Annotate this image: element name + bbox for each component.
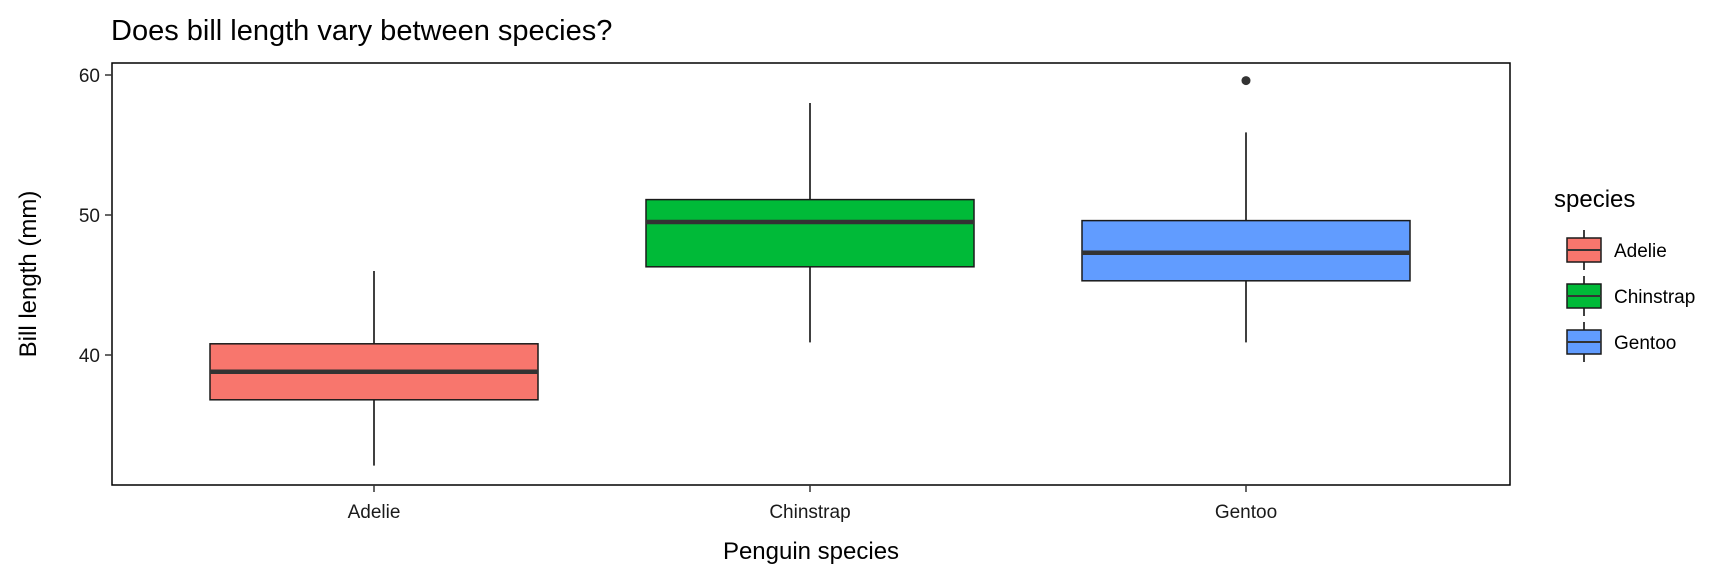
- x-tick-label: Gentoo: [1215, 502, 1277, 523]
- legend-label-gentoo: Gentoo: [1614, 333, 1676, 354]
- outlier-point-gentoo: [1241, 76, 1251, 86]
- x-axis: Adelie Chinstrap Gentoo: [348, 485, 1277, 523]
- x-axis-title: Penguin species: [723, 538, 899, 565]
- x-tick-label: Chinstrap: [769, 502, 850, 523]
- legend-label-adelie: Adelie: [1614, 241, 1667, 262]
- x-tick-label: Adelie: [348, 502, 401, 523]
- y-axis: 40 50 60: [79, 66, 112, 367]
- legend-label-chinstrap: Chinstrap: [1614, 287, 1695, 308]
- y-axis-title: Bill length (mm): [15, 191, 42, 358]
- y-tick-label: 60: [79, 66, 100, 87]
- legend-items: Adelie Chinstrap Gentoo: [1566, 230, 1695, 362]
- chart-title: Does bill length vary between species?: [111, 15, 612, 47]
- legend-title: species: [1554, 186, 1635, 213]
- y-tick-label: 40: [79, 346, 100, 367]
- y-tick-label: 50: [79, 206, 100, 227]
- box-chinstrap: [645, 198, 975, 268]
- boxes-layer: [209, 76, 1411, 466]
- legend: species Adelie Chinstrap Gentoo: [1554, 186, 1695, 362]
